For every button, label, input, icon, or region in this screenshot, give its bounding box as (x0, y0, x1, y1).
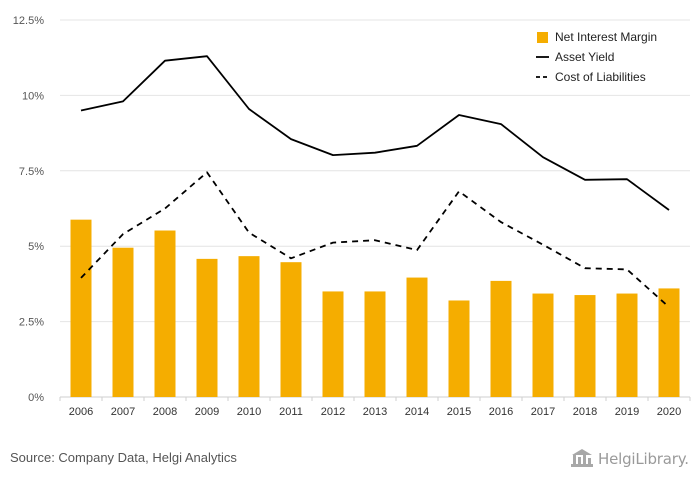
x-axis-ticks: 2006 2007 2008 2009 2010 2011 2012 2013 2014 2015… (69, 406, 681, 418)
legend-label: Net Interest Margin (555, 30, 657, 44)
line-asset-yield (80, 55, 670, 211)
bar-net-interest-margin (490, 280, 512, 397)
x-tick-label: 2016 (489, 406, 513, 418)
x-tick-label: 2015 (447, 406, 471, 418)
bar-net-interest-margin (70, 219, 92, 397)
bar-net-interest-margin (280, 262, 302, 397)
bar-net-interest-margin (448, 300, 470, 397)
bar-net-interest-margin (238, 256, 260, 397)
x-tick-label: 2012 (321, 406, 345, 418)
bar-net-interest-margin (196, 258, 218, 397)
legend-label: Asset Yield (555, 50, 614, 64)
y-tick-label: 5% (28, 241, 44, 253)
y-tick-label: 10% (22, 90, 44, 102)
y-tick-label: 0% (28, 392, 44, 404)
x-tick-label: 2019 (615, 406, 639, 418)
x-tick-label: 2018 (573, 406, 597, 418)
x-tick-label: 2020 (657, 406, 681, 418)
y-tick-label: 7.5% (19, 166, 44, 178)
x-tick-label: 2013 (363, 406, 387, 418)
helgi-library-logo: HelgiLibrary. (570, 448, 692, 472)
bar-net-interest-margin (616, 293, 638, 397)
x-tick-label: 2007 (111, 406, 135, 418)
legend-swatch-net-interest-margin (537, 32, 548, 43)
legend: Net Interest Margin Asset Yield Cost of Li… (536, 30, 657, 84)
bar-net-interest-margin (322, 291, 344, 397)
bar-net-interest-margin (112, 247, 134, 397)
bar-series (70, 219, 680, 397)
x-tick-label: 2010 (237, 406, 261, 418)
y-axis-ticks: 0% 2.5% 5% 7.5% 10% 12.5% (13, 15, 44, 404)
bar-net-interest-margin (574, 295, 596, 397)
y-tick-label: 12.5% (13, 15, 44, 27)
x-tick-label: 2008 (153, 406, 177, 418)
bar-net-interest-margin (406, 277, 428, 397)
x-tick-label: 2017 (531, 406, 555, 418)
bar-net-interest-margin (532, 293, 554, 397)
bar-net-interest-margin (658, 288, 680, 397)
x-tick-label: 2014 (405, 406, 429, 418)
line-series (80, 55, 670, 308)
logo-text: HelgiLibrary. (598, 450, 689, 468)
x-tick-label: 2009 (195, 406, 219, 418)
x-tick-label: 2006 (69, 406, 93, 418)
line-cost-of-liabilities (80, 171, 670, 308)
library-logo-icon (571, 449, 593, 467)
source-note: Source: Company Data, Helgi Analytics (10, 450, 237, 465)
bar-net-interest-margin (154, 230, 176, 397)
legend-label: Cost of Liabilities (555, 70, 646, 84)
bar-net-interest-margin (364, 291, 386, 397)
x-tick-label: 2011 (279, 406, 303, 418)
y-tick-label: 2.5% (19, 317, 44, 329)
